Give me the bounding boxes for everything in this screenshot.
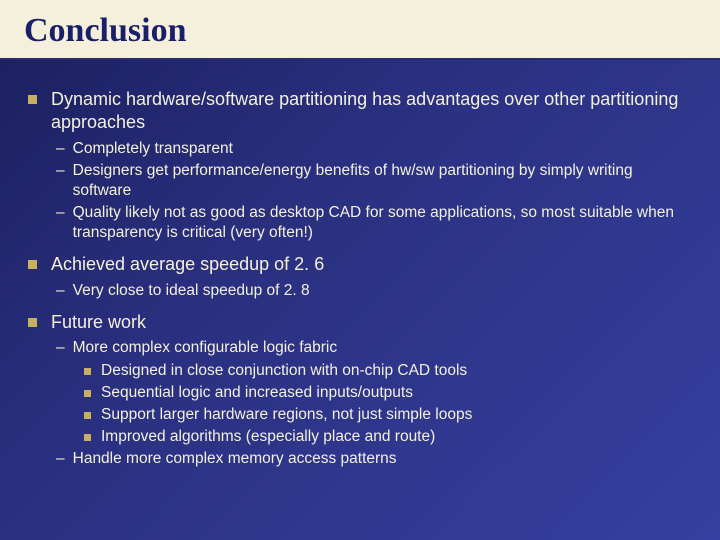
square-bullet-icon (28, 318, 37, 327)
bullet-text: Improved algorithms (especially place an… (101, 427, 692, 447)
bullet-level2: – Completely transparent (56, 139, 692, 159)
slide: Conclusion Dynamic hardware/software par… (0, 0, 720, 540)
square-bullet-icon (84, 434, 91, 441)
bullet-text: Dynamic hardware/software partitioning h… (51, 88, 692, 135)
square-bullet-icon (84, 390, 91, 397)
dash-bullet-icon: – (56, 139, 65, 159)
bullet-level2: – Quality likely not as good as desktop … (56, 203, 692, 243)
square-bullet-icon (84, 412, 91, 419)
bullet-level3: Support larger hardware regions, not jus… (84, 405, 692, 425)
slide-content: Dynamic hardware/software partitioning h… (0, 60, 720, 469)
bullet-level3: Sequential logic and increased inputs/ou… (84, 383, 692, 403)
square-bullet-icon (84, 368, 91, 375)
bullet-level2: – Handle more complex memory access patt… (56, 449, 692, 469)
bullet-level3: Improved algorithms (especially place an… (84, 427, 692, 447)
square-bullet-icon (28, 260, 37, 269)
dash-bullet-icon: – (56, 203, 65, 243)
slide-title: Conclusion (24, 12, 696, 50)
header-band: Conclusion (0, 0, 720, 60)
bullet-text: Completely transparent (73, 139, 692, 159)
bullet-text: More complex configurable logic fabric (73, 338, 692, 358)
bullet-text: Designers get performance/energy benefit… (73, 161, 692, 201)
bullet-text: Quality likely not as good as desktop CA… (73, 203, 692, 243)
bullet-level1: Dynamic hardware/software partitioning h… (28, 88, 692, 135)
bullet-level1: Achieved average speedup of 2. 6 (28, 253, 692, 276)
bullet-text: Support larger hardware regions, not jus… (101, 405, 692, 425)
dash-bullet-icon: – (56, 338, 65, 358)
bullet-text: Future work (51, 311, 692, 334)
bullet-text: Designed in close conjunction with on-ch… (101, 361, 692, 381)
dash-bullet-icon: – (56, 449, 65, 469)
bullet-text: Very close to ideal speedup of 2. 8 (73, 281, 692, 301)
bullet-level2: – Designers get performance/energy benef… (56, 161, 692, 201)
bullet-level2: – Very close to ideal speedup of 2. 8 (56, 281, 692, 301)
bullet-level1: Future work (28, 311, 692, 334)
bullet-text: Sequential logic and increased inputs/ou… (101, 383, 692, 403)
square-bullet-icon (28, 95, 37, 104)
bullet-text: Achieved average speedup of 2. 6 (51, 253, 692, 276)
bullet-level2: – More complex configurable logic fabric (56, 338, 692, 358)
dash-bullet-icon: – (56, 161, 65, 201)
dash-bullet-icon: – (56, 281, 65, 301)
bullet-level3: Designed in close conjunction with on-ch… (84, 361, 692, 381)
bullet-text: Handle more complex memory access patter… (73, 449, 692, 469)
